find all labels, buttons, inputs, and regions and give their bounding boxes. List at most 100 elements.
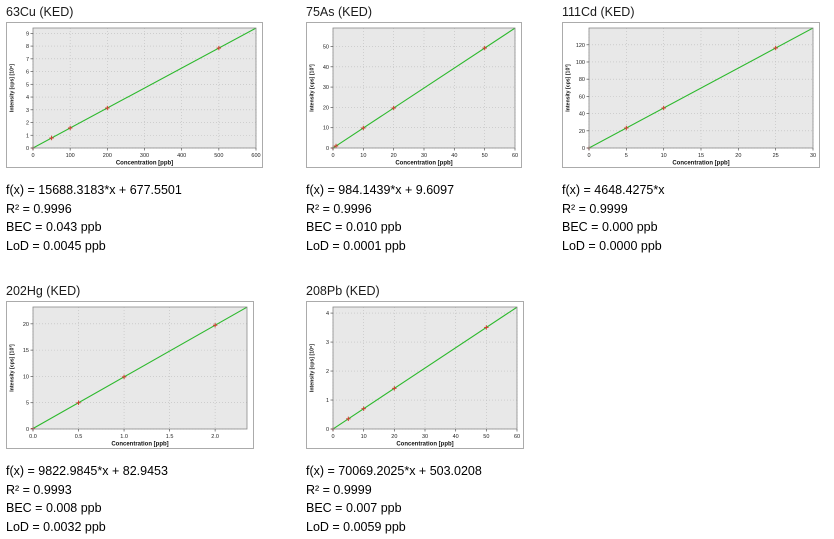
svg-text:2: 2 <box>326 369 329 375</box>
svg-text:2: 2 <box>26 121 29 127</box>
svg-text:0: 0 <box>31 153 34 159</box>
stat-equation: f(x) = 15688.3183*x + 677.5501 <box>6 183 182 197</box>
svg-text:50: 50 <box>323 44 329 50</box>
svg-text:40: 40 <box>453 434 459 440</box>
svg-text:2.0: 2.0 <box>211 434 219 440</box>
svg-text:200: 200 <box>103 153 112 159</box>
svg-text:400: 400 <box>177 153 186 159</box>
calibration-cell-208pb: 208Pb (KED) 0 10 20 30 40 50 60 0 1 2 3 4 Concentrat… <box>306 283 562 536</box>
svg-text:15: 15 <box>698 153 704 159</box>
svg-text:3: 3 <box>26 108 29 114</box>
svg-text:10: 10 <box>23 374 29 380</box>
calibration-cell-63cu: 63Cu (KED) 0 100 200 300 400 500 600 0 1 2 3 4 5 6 7 8 9… <box>6 4 306 255</box>
svg-text:Concentration [ppb]: Concentration [ppb] <box>116 161 173 167</box>
stat-equation: f(x) = 70069.2025*x + 503.0208 <box>306 464 482 478</box>
svg-text:15: 15 <box>23 348 29 354</box>
svg-text:10: 10 <box>361 434 367 440</box>
svg-text:40: 40 <box>579 112 585 118</box>
calibration-cell-75as: 75As (KED) 0 10 20 30 40 50 60 0 10 20 30 40 50 Conce… <box>306 4 562 255</box>
stat-r-squared: R² = 0.9996 <box>306 201 372 216</box>
calibration-chart-75as: 0 10 20 30 40 50 60 0 10 20 30 40 50 Concentration [p… <box>306 22 522 168</box>
svg-text:1.0: 1.0 <box>120 434 128 440</box>
svg-text:10: 10 <box>323 126 329 132</box>
stats-block-75as: f(x) = 984.1439*x + 9.6097 R² = 0.9996 B… <box>306 181 562 255</box>
stat-equation: f(x) = 9822.9845*x + 82.9453 <box>6 464 168 478</box>
svg-text:20: 20 <box>391 434 397 440</box>
chart-title-202hg: 202Hg (KED) <box>6 284 81 298</box>
svg-text:9: 9 <box>26 31 29 37</box>
svg-text:20: 20 <box>23 322 29 328</box>
calibration-chart-111cd: 0 5 10 15 20 25 30 0 20 40 60 80 100 120 Concentration… <box>562 22 820 168</box>
svg-text:Concentration [ppb]: Concentration [ppb] <box>111 442 168 448</box>
svg-text:Intensity [cps] [10⁶]: Intensity [cps] [10⁶] <box>310 344 316 392</box>
svg-text:100: 100 <box>66 153 75 159</box>
chart-title-111cd: 111Cd (KED) <box>562 5 635 19</box>
svg-text:4: 4 <box>26 95 29 101</box>
svg-text:10: 10 <box>661 153 667 159</box>
svg-text:5: 5 <box>625 153 628 159</box>
stats-block-63cu: f(x) = 15688.3183*x + 677.5501 R² = 0.99… <box>6 181 306 255</box>
svg-text:25: 25 <box>773 153 779 159</box>
stat-bec: BEC = 0.007 ppb <box>306 501 402 515</box>
stats-block-111cd: f(x) = 4648.4275*x R² = 0.9999 BEC = 0.0… <box>562 181 834 255</box>
svg-text:Concentration [ppb]: Concentration [ppb] <box>395 161 452 167</box>
chart-title-208pb: 208Pb (KED) <box>306 284 380 298</box>
svg-text:80: 80 <box>579 77 585 83</box>
stats-block-208pb: f(x) = 70069.2025*x + 503.0208 R² = 0.99… <box>306 462 562 536</box>
svg-text:0.5: 0.5 <box>75 434 83 440</box>
svg-text:1: 1 <box>326 398 329 404</box>
calibration-chart-208pb: 0 10 20 30 40 50 60 0 1 2 3 4 Concentration [ppb] Int… <box>306 301 524 449</box>
calibration-chart-63cu: 0 100 200 300 400 500 600 0 1 2 3 4 5 6 7 8 9 Concentrati… <box>6 22 263 168</box>
stat-r-squared: R² = 0.9993 <box>6 482 72 497</box>
svg-text:300: 300 <box>140 153 149 159</box>
svg-text:Intensity [cps] [10³]: Intensity [cps] [10³] <box>566 64 572 112</box>
svg-text:20: 20 <box>735 153 741 159</box>
svg-text:30: 30 <box>422 434 428 440</box>
stat-lod: LoD = 0.0000 ppb <box>562 238 662 253</box>
svg-text:Intensity [cps] [10³]: Intensity [cps] [10³] <box>10 344 16 392</box>
svg-text:8: 8 <box>26 44 29 50</box>
svg-text:50: 50 <box>482 153 488 159</box>
svg-text:20: 20 <box>391 153 397 159</box>
svg-text:60: 60 <box>514 434 520 440</box>
svg-text:0.0: 0.0 <box>29 434 37 440</box>
svg-text:4: 4 <box>326 311 329 317</box>
stat-lod: LoD = 0.0045 ppb <box>6 238 106 253</box>
stat-lod: LoD = 0.0001 ppb <box>306 238 406 253</box>
stat-lod: LoD = 0.0059 ppb <box>306 519 406 534</box>
stat-bec: BEC = 0.043 ppb <box>6 220 102 234</box>
svg-text:20: 20 <box>323 105 329 111</box>
svg-text:5: 5 <box>26 82 29 88</box>
svg-text:600: 600 <box>251 153 260 159</box>
stat-bec: BEC = 0.008 ppb <box>6 501 102 515</box>
stat-bec: BEC = 0.000 ppb <box>562 220 658 234</box>
svg-text:40: 40 <box>451 153 457 159</box>
svg-text:120: 120 <box>576 43 585 49</box>
svg-text:Concentration [ppb]: Concentration [ppb] <box>672 161 729 167</box>
svg-text:7: 7 <box>26 57 29 63</box>
calibration-cell-111cd: 111Cd (KED) 0 5 10 15 20 25 30 0 20 40 60 80 100 120 C… <box>562 4 834 255</box>
svg-text:Intensity [cps] [10³]: Intensity [cps] [10³] <box>310 64 316 112</box>
svg-text:10: 10 <box>360 153 366 159</box>
svg-text:0: 0 <box>26 146 29 152</box>
chart-title-63cu: 63Cu (KED) <box>6 5 74 19</box>
svg-text:20: 20 <box>579 129 585 135</box>
stat-bec: BEC = 0.010 ppb <box>306 220 402 234</box>
svg-text:50: 50 <box>483 434 489 440</box>
svg-text:0: 0 <box>326 146 329 152</box>
stat-lod: LoD = 0.0032 ppb <box>6 519 106 534</box>
svg-text:6: 6 <box>26 70 29 76</box>
svg-text:5: 5 <box>26 401 29 407</box>
svg-text:30: 30 <box>323 85 329 91</box>
chart-title-75as: 75As (KED) <box>306 5 372 19</box>
svg-text:1: 1 <box>26 133 29 139</box>
svg-text:100: 100 <box>576 60 585 66</box>
stat-r-squared: R² = 0.9999 <box>562 201 628 216</box>
svg-text:0: 0 <box>26 427 29 433</box>
svg-text:0: 0 <box>587 153 590 159</box>
svg-text:3: 3 <box>326 340 329 346</box>
svg-text:60: 60 <box>512 153 518 159</box>
svg-text:Intensity [cps] [10⁶]: Intensity [cps] [10⁶] <box>10 64 16 112</box>
svg-text:500: 500 <box>214 153 223 159</box>
